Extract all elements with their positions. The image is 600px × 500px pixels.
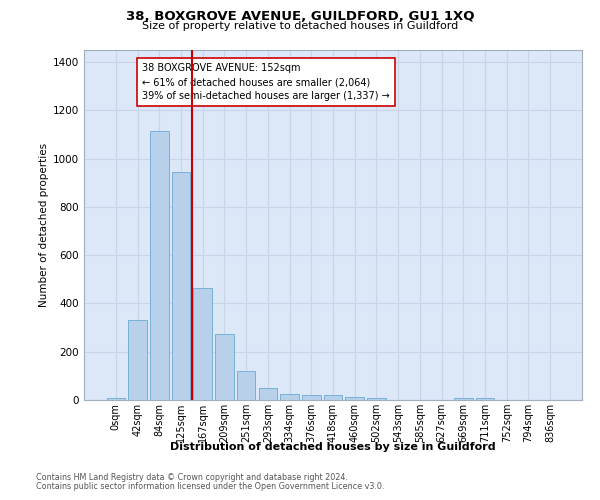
Text: Contains HM Land Registry data © Crown copyright and database right 2024.: Contains HM Land Registry data © Crown c… [36, 472, 348, 482]
Bar [280, 394, 299, 400]
Y-axis label: Number of detached properties: Number of detached properties [39, 143, 49, 307]
Text: Size of property relative to detached houses in Guildford: Size of property relative to detached ho… [142, 21, 458, 31]
Bar [302, 394, 320, 400]
Bar [346, 397, 364, 400]
Bar [367, 398, 386, 400]
Bar [476, 398, 494, 400]
Bar [107, 398, 125, 400]
Bar [193, 288, 212, 400]
Bar [259, 388, 277, 400]
Bar [324, 394, 342, 400]
Text: 38 BOXGROVE AVENUE: 152sqm
← 61% of detached houses are smaller (2,064)
39% of s: 38 BOXGROVE AVENUE: 152sqm ← 61% of deta… [142, 64, 389, 102]
Bar [128, 320, 147, 400]
Bar [215, 334, 233, 400]
Bar [172, 172, 190, 400]
Bar [454, 398, 473, 400]
Text: Distribution of detached houses by size in Guildford: Distribution of detached houses by size … [170, 442, 496, 452]
Bar [237, 371, 256, 400]
Text: 38, BOXGROVE AVENUE, GUILDFORD, GU1 1XQ: 38, BOXGROVE AVENUE, GUILDFORD, GU1 1XQ [126, 10, 474, 23]
Bar [150, 131, 169, 400]
Text: Contains public sector information licensed under the Open Government Licence v3: Contains public sector information licen… [36, 482, 385, 491]
